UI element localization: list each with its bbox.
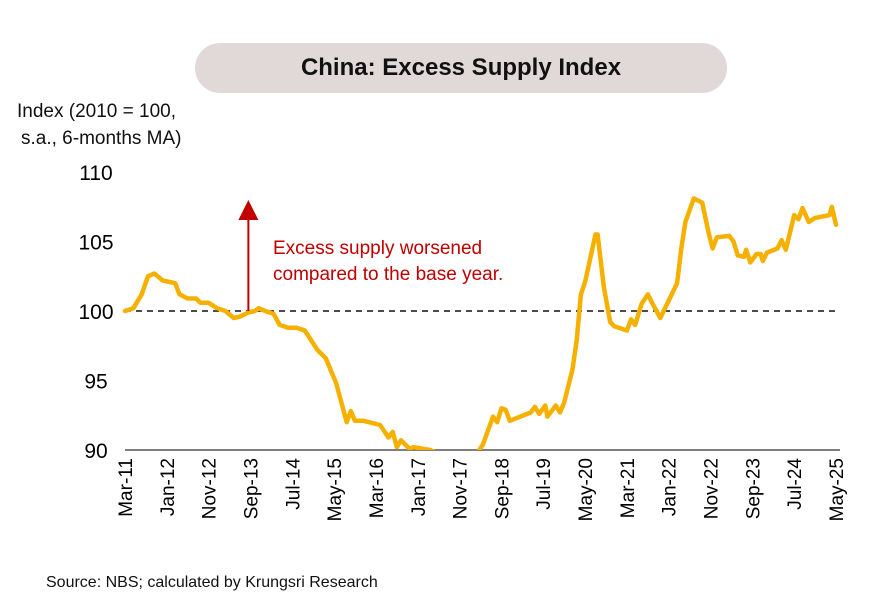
- x-tick-label: Sep-23: [743, 458, 764, 519]
- x-tick-label: Nov-17: [451, 458, 472, 519]
- x-tick-label: Nov-22: [702, 458, 723, 519]
- y-tick-label: 95: [84, 371, 107, 394]
- source-note: Source: NBS; calculated by Krungsri Rese…: [46, 574, 378, 591]
- annotation-arrow-head-icon: [238, 200, 259, 220]
- y-tick-label: 100: [78, 301, 113, 324]
- x-tick-label: Mar-21: [618, 458, 639, 518]
- x-tick-label: Jul-19: [534, 458, 555, 510]
- x-tick-label: Jan-17: [409, 458, 430, 516]
- x-tick-label: Jan-12: [158, 458, 179, 516]
- x-tick-label: Jul-24: [785, 458, 806, 510]
- y-tick-label: 110: [79, 162, 112, 185]
- y-axis-label-line-1: Index (2010 = 100,: [17, 101, 176, 122]
- series-line: [122, 196, 839, 450]
- annotation: Excess supply worsened compared to the b…: [238, 200, 503, 311]
- y-tick-label: 90: [84, 440, 107, 463]
- x-tick-label: Jan-22: [660, 458, 681, 516]
- x-tick-label: May-20: [576, 458, 597, 521]
- x-tick-label: Mar-11: [116, 458, 137, 517]
- x-tick-label: Nov-12: [200, 458, 221, 519]
- annotation-text-line-1: Excess supply worsened: [273, 238, 482, 259]
- chart-title-text: China: Excess Supply Index: [300, 54, 622, 81]
- x-tick-label: May-25: [827, 458, 848, 521]
- chart-title: China: Excess Supply Index: [195, 43, 727, 93]
- y-axis-label: Index (2010 = 100, s.a., 6-months MA): [17, 98, 182, 152]
- x-tick-label: May-15: [325, 458, 346, 521]
- x-tick-label: Mar-16: [367, 458, 388, 518]
- y-tick-label: 105: [78, 232, 113, 255]
- annotation-text-line-2: compared to the base year.: [273, 264, 503, 285]
- x-tick-label: Sep-18: [492, 458, 513, 519]
- y-axis-label-line-2: s.a., 6-months MA): [21, 128, 182, 149]
- x-tick-label: Jul-14: [283, 458, 304, 510]
- x-tick-label: Sep-13: [241, 458, 262, 519]
